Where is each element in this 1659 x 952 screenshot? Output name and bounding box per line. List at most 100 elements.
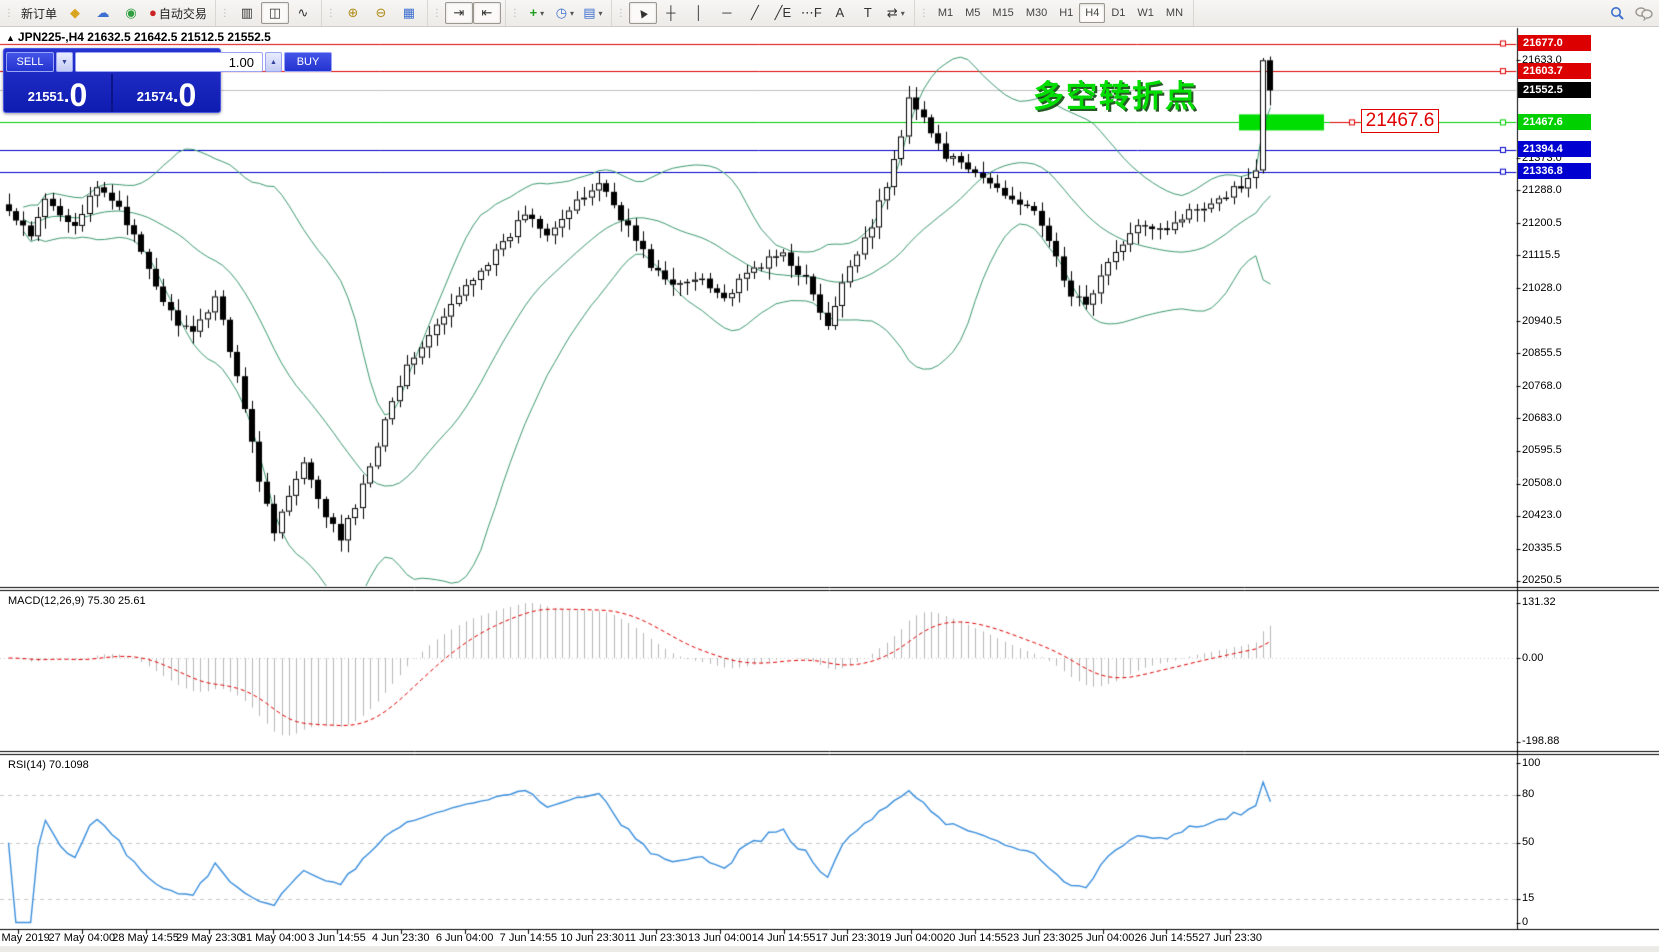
chart-shift-icon: ⇤: [481, 5, 493, 20]
periods-icon[interactable]: ◷ ▾: [551, 2, 579, 24]
price-axis-tick: 21115.5: [1522, 248, 1561, 261]
chat-icon[interactable]: [1635, 6, 1653, 21]
price-axis-tick: 20855.5: [1522, 346, 1562, 359]
timeframe-h1-button[interactable]: H1: [1059, 7, 1074, 19]
price-axis-tick: 20940.5: [1522, 314, 1562, 327]
text-label-icon[interactable]: T: [854, 2, 882, 24]
bar-chart-icon: ▥: [240, 5, 254, 20]
volume-increase-button[interactable]: ▲: [265, 52, 282, 72]
timeframe-w1-button[interactable]: W1: [1137, 7, 1154, 19]
periods-icon-dropdown[interactable]: ▾: [570, 8, 575, 18]
line-chart-icon[interactable]: ∿: [289, 2, 317, 24]
crosshair-icon[interactable]: ┼: [657, 2, 685, 24]
window-marker-icon: ▲: [6, 33, 15, 43]
templates-icon: ▤: [583, 5, 596, 20]
price-axis-marker: 21552.5: [1518, 81, 1591, 98]
timeframe-m15-button[interactable]: M15: [992, 7, 1014, 19]
timeframe-d1-button[interactable]: D1: [1111, 7, 1126, 19]
price-axis-marker: 21467.6: [1518, 113, 1591, 130]
time-axis-label: 7 Jun 14:55: [499, 932, 558, 944]
trendline-icon[interactable]: ╱: [741, 2, 769, 24]
tile-windows-icon[interactable]: ▦: [395, 2, 423, 24]
zoom-out-icon[interactable]: ⊖: [367, 2, 395, 24]
vertical-line-icon: │: [694, 5, 703, 20]
zoom-in-icon[interactable]: ⊕: [339, 2, 367, 24]
signals-icon[interactable]: ◉: [117, 2, 145, 24]
indicators-icon[interactable]: +▾: [523, 2, 551, 24]
text-icon[interactable]: A: [826, 2, 854, 24]
bar-chart-icon[interactable]: ▥: [233, 2, 261, 24]
candlestick-chart-icon: ◫: [268, 5, 282, 20]
chart-text-annotation[interactable]: 多空转折点: [1033, 79, 1198, 114]
toolbar-right: [1610, 0, 1653, 26]
buy-price-frac: 0: [178, 77, 197, 113]
buy-price[interactable]: 21574. 0: [136, 77, 197, 113]
timeframe-m5-button[interactable]: M5: [965, 7, 981, 19]
time-axis-label: 14 Jun 14:55: [751, 932, 816, 944]
arrows-icon[interactable]: ⇄ ▾: [882, 2, 910, 24]
equidistant-channel-icon[interactable]: ╱E: [769, 2, 797, 24]
auto-scroll-icon: ⇥: [453, 5, 465, 20]
crosshair-icon: ┼: [666, 5, 676, 20]
volume-decrease-button[interactable]: ▼: [56, 52, 73, 72]
macd-indicator-label: MACD(12,26,9) 75.30 25.61: [8, 595, 146, 607]
time-axis-label: 27 Jun 23:30: [1198, 932, 1262, 944]
price-axis-tick: 20595.5: [1522, 444, 1562, 457]
price-axis-tick: 21200.5: [1522, 216, 1562, 229]
price-axis-tick: 20683.0: [1522, 411, 1562, 424]
price-axis-marker: 21336.8: [1518, 163, 1591, 180]
price-axis-tick: 20335.5: [1522, 542, 1562, 555]
time-axis-label: 29 May 23:30: [176, 932, 243, 944]
sell-price-int: 21551: [27, 89, 64, 104]
autotrading-button-label: 自动交易: [158, 6, 207, 21]
timeframe-mn-button[interactable]: MN: [1165, 7, 1184, 19]
text-label-icon: T: [863, 5, 872, 20]
main-toolbar: 新订单◆☁◉●自动交易▥◫∿⊕⊖▦⇥⇤+▾◷▾▤▾▲┼│─╱╱E⋯FAT⇄▾M1…: [0, 0, 1659, 27]
price-axis-tick: 20250.5: [1522, 574, 1562, 587]
timeframe-m30-button[interactable]: M30: [1025, 7, 1048, 19]
autotrading-button[interactable]: ● 自动交易: [145, 2, 211, 24]
sell-button[interactable]: SELL: [6, 52, 54, 72]
horizontal-line-icon[interactable]: ─: [713, 2, 741, 24]
templates-icon[interactable]: ▤ ▾: [579, 2, 607, 24]
cursor-icon[interactable]: ▲: [628, 2, 657, 24]
chart-shift-icon[interactable]: ⇤: [472, 2, 501, 24]
toolbar-group-zoom: ⊕ ⊖ ▦: [322, 0, 428, 26]
buy-button[interactable]: BUY: [284, 52, 332, 72]
line-chart-icon: ∿: [297, 5, 309, 20]
cursor-icon: ▲: [633, 2, 653, 23]
sell-price-frac: 0: [69, 77, 88, 113]
time-axis-label: 20 Jun 14:55: [943, 932, 1007, 944]
price-level-label[interactable]: 21467.6: [1361, 109, 1439, 133]
price-axis-tick: 20508.0: [1522, 477, 1562, 490]
timeframe-m1-button[interactable]: M1: [937, 7, 954, 19]
rsi-axis-tick: 0: [1522, 916, 1529, 928]
auto-scroll-icon[interactable]: ⇥: [444, 2, 473, 24]
time-axis-label: 4 Jun 23:30: [372, 932, 430, 944]
community-icon[interactable]: ☁: [89, 2, 117, 24]
periods-icon: ◷: [555, 5, 568, 20]
toolbar-group-timeframes: M1 M5 M15 M30 H1 H4 D1 W1 MN: [915, 0, 1195, 26]
autotrading-button: ●: [149, 5, 157, 20]
price-axis-marker: 21394.4: [1518, 141, 1591, 158]
fibonacci-icon[interactable]: ⋯F: [797, 2, 826, 24]
price-axis-tick: 20423.0: [1522, 509, 1562, 522]
timeframe-h4-button[interactable]: H4: [1079, 3, 1106, 23]
candlestick-chart-icon[interactable]: ◫: [260, 2, 289, 24]
toolbar-group-scrolling: ⇥⇤: [428, 0, 506, 26]
gold-icon[interactable]: ◆: [61, 2, 89, 24]
vertical-line-icon[interactable]: │: [685, 2, 713, 24]
indicators-icon-dropdown[interactable]: ▾: [540, 8, 545, 18]
templates-icon-dropdown[interactable]: ▾: [598, 8, 603, 18]
one-click-trading-panel: SELL ▼ ▲ BUY 21551.0 21574.0: [3, 48, 332, 113]
new-order-button[interactable]: 新订单: [17, 2, 61, 24]
volume-input[interactable]: [75, 52, 263, 72]
arrows-icon: ⇄: [886, 5, 898, 20]
time-axis-label: 3 Jun 14:55: [308, 932, 366, 944]
arrows-icon-dropdown[interactable]: ▾: [900, 8, 905, 18]
search-icon[interactable]: [1610, 6, 1625, 21]
sell-price[interactable]: 21551. 0: [4, 74, 113, 112]
